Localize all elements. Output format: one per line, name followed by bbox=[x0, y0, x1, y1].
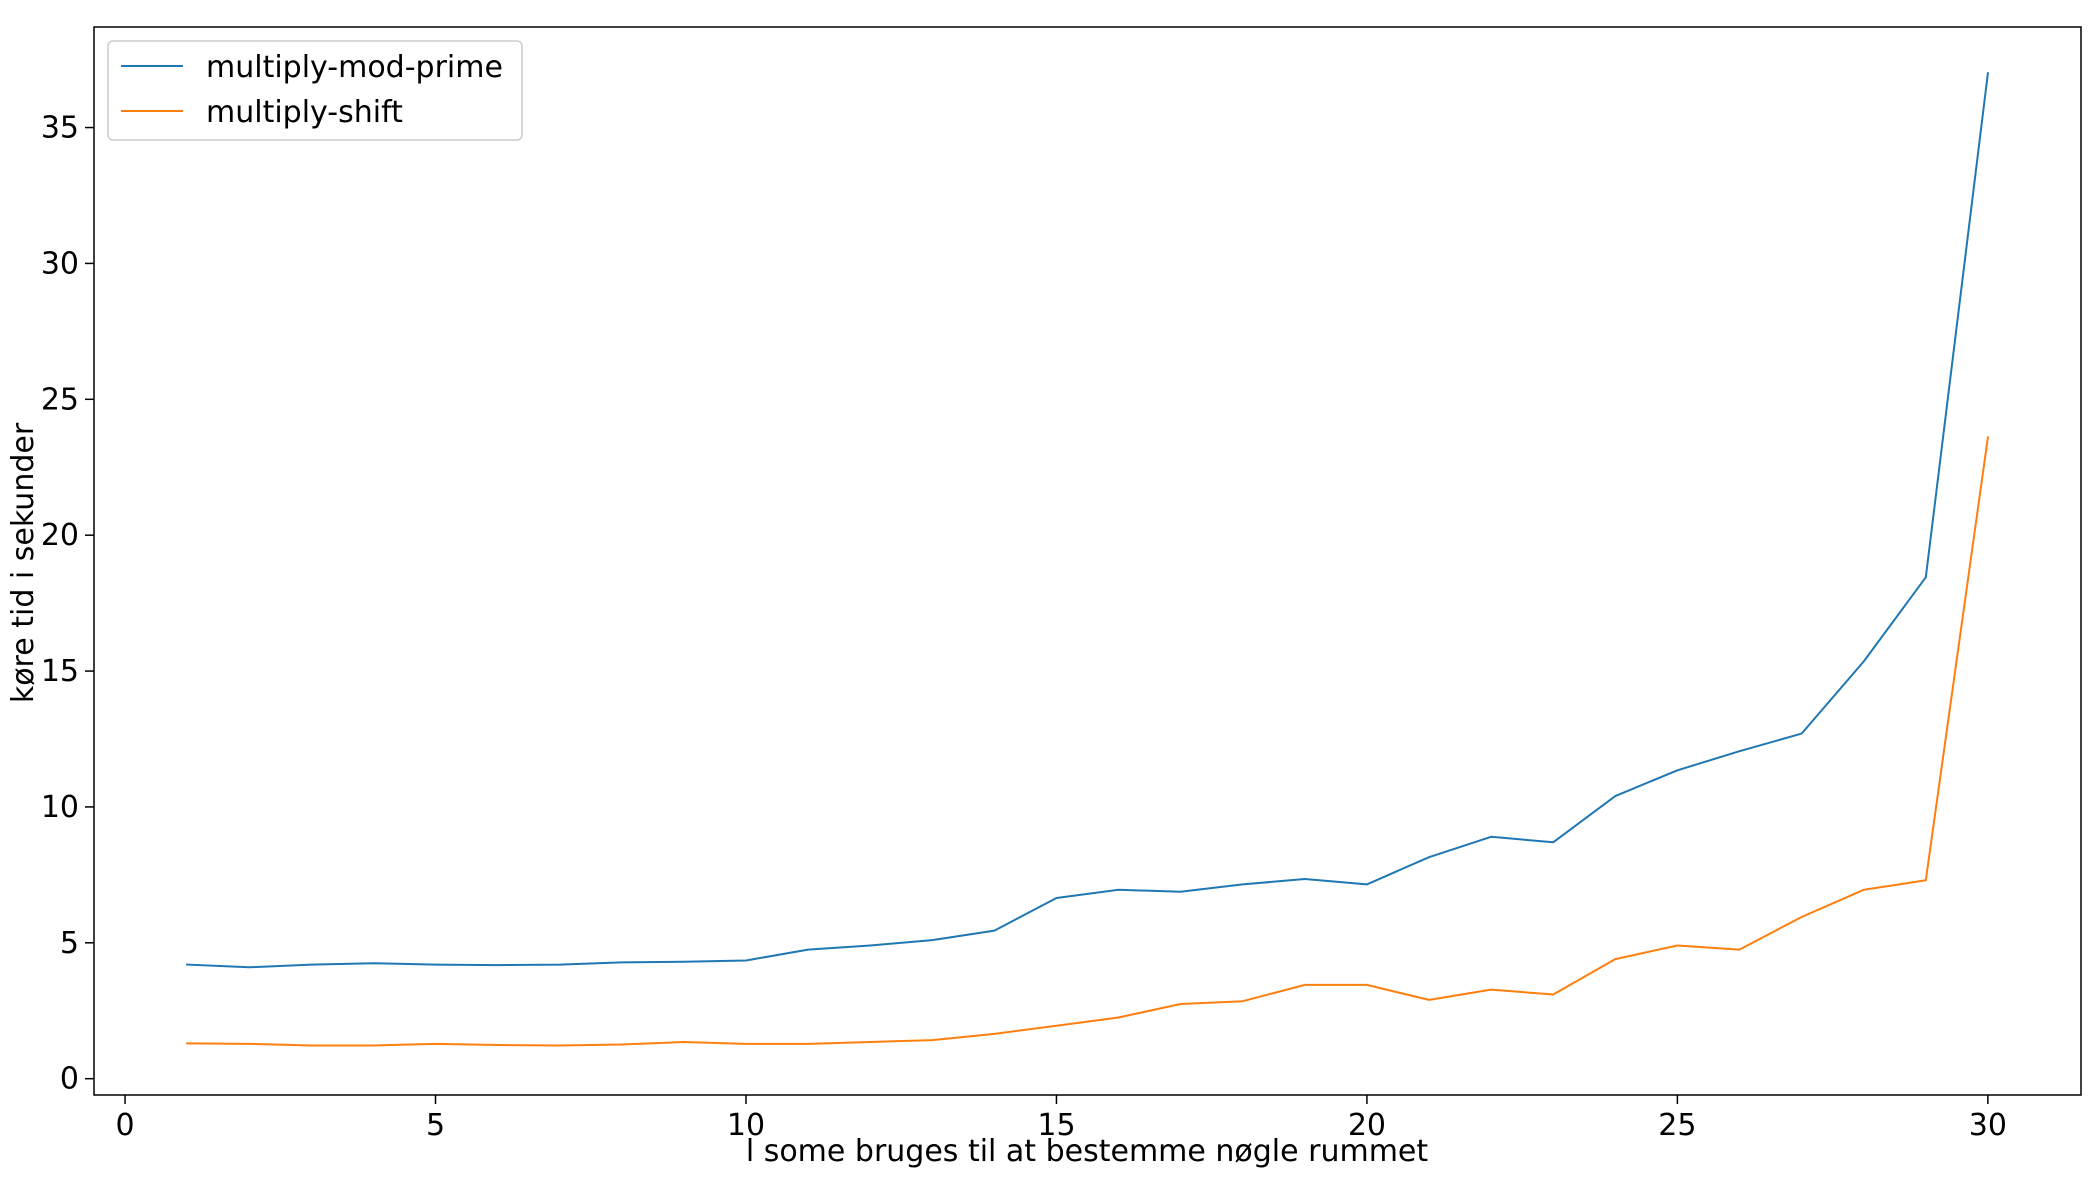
y-tick-label: 20 bbox=[41, 518, 79, 553]
x-axis-label: l some bruges til at bestemme nøgle rumm… bbox=[746, 1134, 1429, 1169]
series-line-multiply-shift bbox=[186, 436, 1990, 1047]
y-tick-label: 10 bbox=[41, 790, 79, 825]
x-tick-label: 0 bbox=[116, 1108, 135, 1143]
legend-box bbox=[107, 40, 523, 141]
x-tick-label: 30 bbox=[1969, 1108, 2007, 1143]
y-tick-label: 0 bbox=[60, 1062, 79, 1097]
y-tick-label: 30 bbox=[41, 246, 79, 281]
legend-label-multiply-shift: multiply-shift bbox=[206, 95, 403, 130]
x-tick-label: 25 bbox=[1658, 1108, 1696, 1143]
series-line-multiply-mod-prime bbox=[186, 72, 1990, 969]
y-tick-label: 35 bbox=[41, 111, 79, 146]
series-layer bbox=[186, 72, 1990, 1047]
plot-area-border bbox=[93, 26, 2082, 1096]
y-tick-label: 5 bbox=[60, 926, 79, 961]
y-axis-ticks: 0 5 10 15 20 25 30 35 bbox=[41, 111, 94, 1097]
y-tick-label: 15 bbox=[41, 654, 79, 689]
y-axis-label: køre tid i sekunder bbox=[6, 422, 41, 703]
x-tick-label: 10 bbox=[727, 1108, 765, 1143]
x-tick-label: 5 bbox=[426, 1108, 445, 1143]
legend: multiply-mod-prime multiply-shift bbox=[107, 40, 523, 141]
y-tick-label: 25 bbox=[41, 382, 79, 417]
x-tick-label: 20 bbox=[1348, 1108, 1386, 1143]
x-tick-label: 15 bbox=[1037, 1108, 1075, 1143]
x-axis-ticks: 0 5 10 15 20 25 30 bbox=[116, 1095, 2007, 1143]
plot-frame bbox=[93, 26, 2082, 1096]
legend-label-multiply-mod-prime: multiply-mod-prime bbox=[206, 50, 503, 85]
